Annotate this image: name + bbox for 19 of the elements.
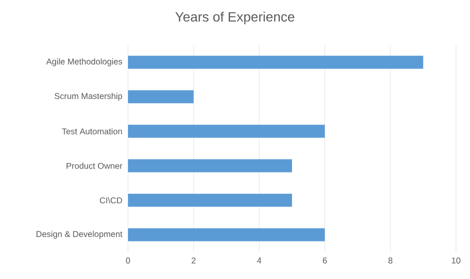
y-tick-label: Scrum Mastership (54, 92, 122, 101)
bar (128, 159, 292, 172)
chart-title: Years of Experience (175, 12, 294, 24)
x-tick-label: 10 (452, 258, 460, 264)
x-tick-label: 0 (126, 258, 130, 264)
bar (128, 124, 325, 138)
y-tick-label: Agile Methodologies (46, 58, 122, 66)
y-tick-label: Product Owner (66, 162, 122, 169)
bar (128, 56, 424, 69)
y-tick-label: Design & Development (36, 230, 122, 239)
x-tick-label: 4 (257, 258, 262, 264)
bar (128, 194, 292, 207)
x-tick-label: 2 (192, 258, 196, 264)
bar (128, 90, 194, 104)
x-tick-label: 6 (322, 258, 327, 264)
x-tick-label: 8 (388, 258, 392, 264)
y-tick-label: Test Automation (62, 128, 122, 134)
y-tick-label: CI\CD (100, 197, 122, 204)
bar (128, 228, 325, 242)
